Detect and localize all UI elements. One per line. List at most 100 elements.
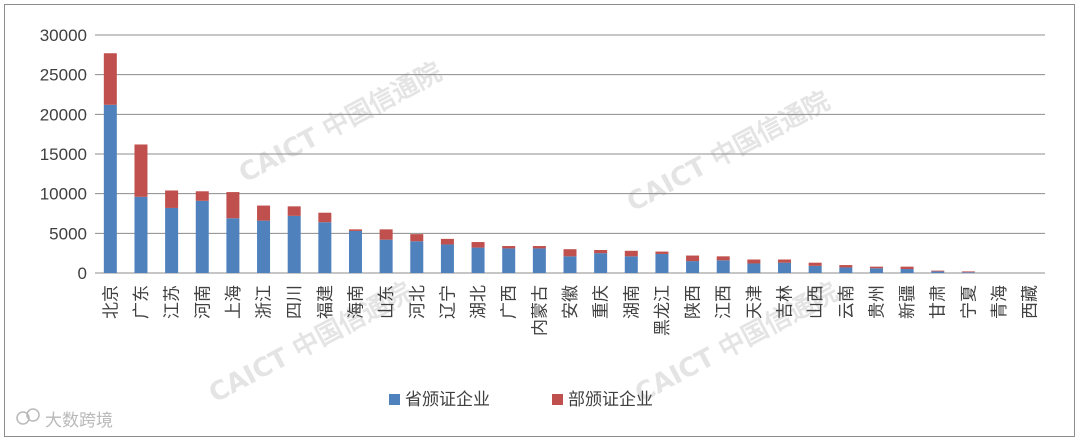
bar-segment-ministry [165,190,179,208]
x-tick-label: 西藏 [1021,285,1041,319]
x-tick-label: 湖北 [469,285,489,319]
bar-segment-ministry [502,246,516,249]
x-tick-label: 云南 [837,285,857,319]
x-tick-label: 陕西 [684,285,704,319]
x-tick-label: 江西 [714,285,734,319]
watermark-text: CAICT 中国信通院 [234,56,447,189]
bar-segment-ministry [226,192,240,219]
brand-icon [16,411,30,425]
bar-segment-provincial [165,207,179,273]
bars [103,53,975,274]
bar-segment-ministry [778,259,792,263]
bar-segment-ministry [747,259,761,264]
x-tick-label: 重庆 [592,285,612,319]
bar-segment-provincial [103,104,117,274]
bar-segment-provincial [471,247,485,273]
x-tick-label: 安徽 [561,285,581,319]
chart-frame: CAICT 中国信通院 CAICT 中国信通院 CAICT 中国信通院 CAIC… [4,4,1075,437]
x-tick-label: 山西 [806,285,826,319]
bar-segment-provincial [778,262,792,273]
bar-segment-provincial [318,222,332,273]
bar-segment-provincial [686,261,700,273]
bar-segment-ministry [839,265,853,268]
bar-segment-provincial [747,263,761,273]
legend-label-provincial: 省颁证企业 [405,390,490,410]
bar-segment-provincial [440,244,454,273]
x-tick-label: 海南 [346,285,366,319]
bar-segment-provincial [808,265,822,273]
x-tick-label: 上海 [224,285,244,319]
bar-segment-ministry [103,53,117,105]
bar-segment-provincial [961,272,975,273]
stacked-bar-chart: CAICT 中国信通院 CAICT 中国信通院 CAICT 中国信通院 CAIC… [16,26,1045,431]
brand-logo: 大数跨境 [16,408,113,431]
x-tick-label: 天津 [745,285,765,319]
bar-segment-ministry [410,234,424,242]
bar-segment-ministry [318,212,332,223]
y-tick-label: 0 [78,264,87,283]
bar-segment-ministry [379,229,393,240]
bar-segment-ministry [900,266,914,270]
bar-segment-provincial [287,215,301,273]
x-tick-label: 河北 [408,285,428,319]
bar-segment-ministry [624,250,638,257]
x-tick-label: 辽宁 [438,285,458,319]
bar-segment-provincial [839,267,853,273]
bar-segment-ministry [655,251,669,254]
brand-text: 大数跨境 [45,411,113,431]
y-tick-label: 15000 [40,145,87,164]
x-tick-label: 四川 [285,285,305,319]
legend-label-ministry: 部颁证企业 [568,390,653,410]
bar-segment-provincial [226,218,240,273]
x-axis: 北京 广东 江苏 河南 上海 浙江 四川 福建 海南 山东 河北 辽宁 湖北 广西 内蒙古 安徽 重庆 湖南 黑龙江… [101,285,1040,336]
bar-segment-provincial [134,196,148,273]
bar-segment-ministry [869,266,883,269]
x-tick-label: 贵州 [867,285,887,319]
x-tick-label: 黑龙江 [653,285,673,336]
x-tick-label: 青海 [990,285,1010,319]
bar-segment-ministry [532,246,546,249]
x-tick-label: 宁夏 [959,285,979,319]
x-tick-label: 山东 [377,285,397,319]
x-tick-label: 北京 [101,285,121,319]
bar-segment-ministry [134,144,148,197]
bar-segment-provincial [869,268,883,273]
bar-segment-ministry [961,271,975,273]
bar-segment-provincial [931,271,945,273]
y-tick-label: 25000 [40,66,87,85]
legend: 省颁证企业 部颁证企业 [389,390,653,410]
x-tick-label: 江苏 [163,285,183,319]
x-tick-label: 甘肃 [929,285,949,319]
bar-segment-provincial [594,253,608,273]
bar-segment-provincial [502,248,516,273]
bar-segment-provincial [410,241,424,273]
x-tick-label: 吉林 [776,285,796,319]
bar-segment-ministry [594,249,608,254]
bar-segment-ministry [563,249,577,257]
x-tick-label: 新疆 [898,285,918,319]
bar-segment-provincial [655,253,669,273]
watermark-text: CAICT 中国信通院 [622,85,835,218]
bar-segment-ministry [931,270,945,272]
bar-segment-ministry [808,262,822,266]
x-tick-label: 浙江 [255,285,275,319]
bar-segment-ministry [440,238,454,245]
bar-segment-provincial [532,248,546,273]
y-tick-label: 5000 [49,224,87,243]
bar-segment-ministry [195,191,209,201]
bar-segment-provincial [348,230,362,273]
bar-segment-provincial [563,256,577,273]
bar-segment-ministry [686,255,700,262]
bar-segment-provincial [900,269,914,273]
bar-segment-provincial [716,260,730,273]
x-tick-label: 广西 [500,285,520,319]
x-tick-label: 内蒙古 [530,285,550,336]
bar-segment-provincial [195,200,209,273]
bar-segment-provincial [379,239,393,273]
brand-icon-ring [26,408,40,422]
x-tick-label: 广东 [132,285,152,319]
bar-segment-ministry [348,229,362,231]
x-tick-label: 湖南 [622,285,642,319]
bar-segment-ministry [257,205,271,221]
bar-segment-ministry [716,256,730,261]
